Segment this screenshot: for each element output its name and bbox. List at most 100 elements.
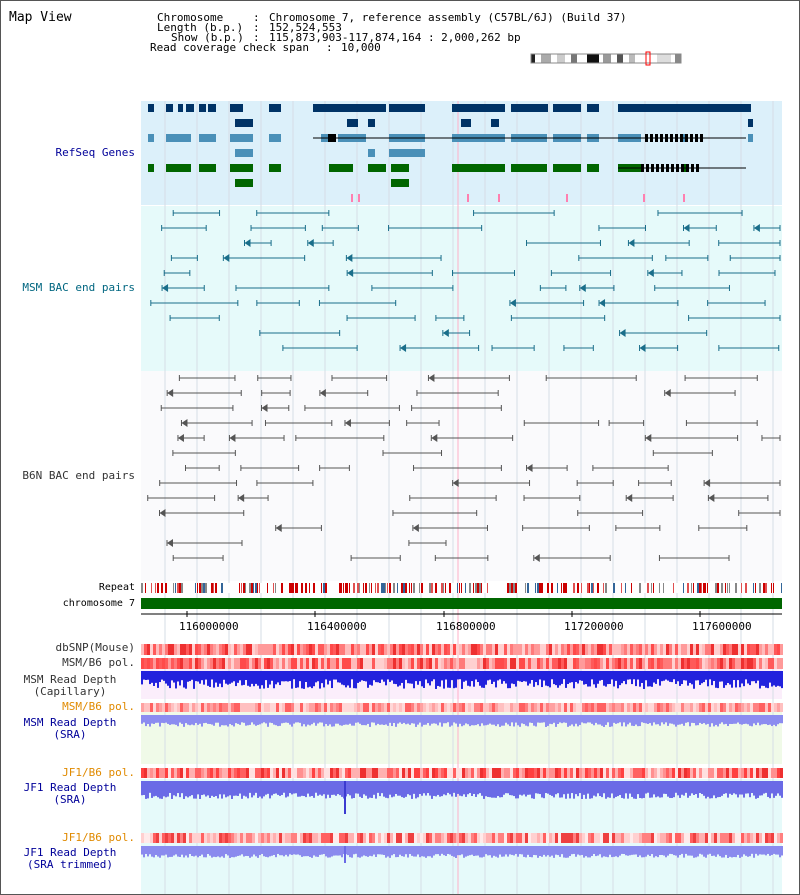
read-depth-bar bbox=[243, 781, 245, 796]
heat-cell bbox=[675, 644, 678, 655]
heat-cell bbox=[492, 644, 495, 655]
read-depth-bar bbox=[549, 715, 551, 724]
track-label-jf1-read-depth-sra[interactable]: JF1 Read Depth (SRA) bbox=[5, 782, 135, 806]
track-label-msm-b6-pol-sra[interactable]: MSM/B6 pol. bbox=[62, 700, 135, 713]
read-depth-bar bbox=[227, 846, 229, 856]
heat-cell bbox=[198, 658, 201, 669]
read-depth-bar bbox=[283, 781, 285, 793]
read-depth-bar bbox=[641, 671, 643, 683]
heat-cell bbox=[348, 658, 351, 669]
repeat-mark bbox=[551, 583, 553, 593]
heat-cell bbox=[633, 768, 636, 778]
repeat-mark bbox=[651, 583, 652, 593]
read-depth-bar bbox=[441, 671, 443, 681]
read-depth-bar bbox=[485, 671, 487, 685]
read-depth-bar bbox=[307, 846, 309, 857]
heat-cell bbox=[480, 703, 483, 712]
heat-cell bbox=[411, 644, 414, 655]
read-depth-bar bbox=[707, 671, 709, 687]
heat-cell bbox=[558, 703, 561, 712]
heat-cell bbox=[297, 833, 300, 843]
repeat-mark bbox=[717, 583, 719, 593]
track-label-refseq-genes[interactable]: RefSeq Genes bbox=[55, 146, 135, 159]
track-label-msm-b6-pol[interactable]: MSM/B6 pol. bbox=[62, 656, 135, 669]
read-depth-bar bbox=[195, 781, 197, 799]
track-label-msm-read-depth-sra[interactable]: MSM Read Depth (SRA) bbox=[5, 717, 135, 741]
read-depth-bar bbox=[675, 781, 677, 793]
read-depth-bar bbox=[367, 671, 369, 688]
heat-cell bbox=[678, 644, 681, 655]
read-depth-bar bbox=[357, 671, 359, 683]
heat-cell bbox=[573, 644, 576, 655]
track-label-jf1-read-depth-trimmed[interactable]: JF1 Read Depth (SRA trimmed) bbox=[5, 847, 135, 871]
read-depth-bar bbox=[183, 715, 185, 727]
heat-cell bbox=[315, 703, 318, 712]
heat-cell bbox=[561, 703, 564, 712]
repeat-mark bbox=[771, 583, 772, 593]
heat-cell bbox=[231, 703, 234, 712]
heat-cell bbox=[381, 644, 384, 655]
repeat-mark bbox=[199, 583, 201, 593]
read-depth-bar bbox=[415, 846, 417, 857]
heat-cell bbox=[336, 833, 339, 843]
read-depth-bar bbox=[657, 846, 659, 858]
track-label-dbsnp[interactable]: dbSNP(Mouse) bbox=[55, 641, 135, 654]
read-depth-bar bbox=[383, 781, 385, 797]
read-depth-bar bbox=[503, 781, 505, 795]
track-label-repeat[interactable]: Repeat bbox=[98, 582, 135, 593]
heat-cell bbox=[384, 703, 387, 712]
heat-cell bbox=[660, 644, 663, 655]
read-depth-bar bbox=[375, 715, 377, 726]
bac-end-marker bbox=[229, 434, 236, 442]
read-depth-bar bbox=[287, 715, 289, 723]
heat-cell bbox=[621, 644, 624, 655]
heat-cell bbox=[441, 644, 444, 655]
read-depth-bar bbox=[465, 671, 467, 681]
heat-cell bbox=[171, 833, 174, 843]
track-label-b6n-bac-end-pairs[interactable]: B6N BAC end pairs bbox=[22, 469, 135, 482]
read-depth-bar bbox=[423, 846, 425, 857]
read-depth-bar bbox=[415, 781, 417, 799]
track-label-msm-read-depth-capillary[interactable]: MSM Read Depth (Capillary) bbox=[5, 674, 135, 698]
read-depth-bar bbox=[737, 781, 739, 798]
gene-exon bbox=[199, 104, 206, 112]
read-depth-bar bbox=[669, 715, 671, 724]
bac-end-marker bbox=[753, 224, 760, 232]
heat-cell bbox=[321, 644, 324, 655]
read-depth-bar bbox=[539, 671, 541, 680]
track-label-jf1-b6-pol-2[interactable]: JF1/B6 pol. bbox=[62, 831, 135, 844]
heat-cell bbox=[255, 833, 258, 843]
read-depth-bar bbox=[241, 846, 243, 855]
read-depth-bar bbox=[649, 671, 651, 687]
read-depth-bar bbox=[747, 781, 749, 794]
heat-cell bbox=[654, 768, 657, 778]
heat-cell bbox=[564, 768, 567, 778]
read-depth-bar bbox=[353, 846, 355, 855]
heat-cell bbox=[765, 833, 768, 843]
read-depth-bar bbox=[179, 846, 181, 857]
gene-exon bbox=[461, 119, 471, 127]
length-key: Length (b.p.) bbox=[157, 21, 244, 34]
track-label-jf1-b6-pol[interactable]: JF1/B6 pol. bbox=[62, 766, 135, 779]
read-depth-bar bbox=[377, 846, 379, 855]
heat-cell bbox=[324, 644, 327, 655]
heat-cell bbox=[447, 703, 450, 712]
read-depth-bar bbox=[581, 781, 583, 799]
heat-cell bbox=[300, 658, 303, 669]
track-label-chromosome[interactable]: chromosome 7 bbox=[62, 598, 135, 609]
read-depth-bar bbox=[587, 846, 589, 858]
read-depth-bar bbox=[635, 671, 637, 687]
read-depth-bar bbox=[571, 781, 573, 794]
heat-cell bbox=[288, 768, 291, 778]
heat-cell bbox=[174, 703, 177, 712]
read-depth-bar bbox=[209, 781, 211, 798]
heat-cell bbox=[429, 644, 432, 655]
gene-exon bbox=[700, 134, 703, 142]
read-depth-bar bbox=[569, 671, 571, 683]
read-depth-bar bbox=[721, 671, 723, 682]
heat-cell bbox=[264, 658, 267, 669]
read-depth-bar bbox=[525, 671, 527, 682]
track-label-msm-bac-end-pairs[interactable]: MSM BAC end pairs bbox=[22, 281, 135, 294]
